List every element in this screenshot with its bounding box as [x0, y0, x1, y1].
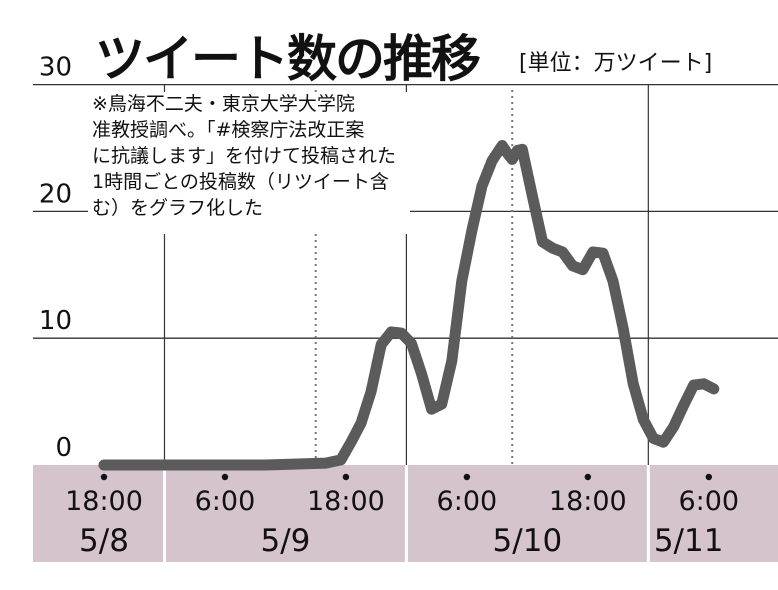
- note-line-1: 准教授調べ。「#検察庁法改正案: [92, 119, 364, 141]
- x-tick-mark-2: [342, 473, 350, 481]
- date-label-5-11: 5/11: [654, 523, 724, 559]
- y-tick-label-0: 0: [55, 433, 72, 463]
- chart-title: ツイート数の推移: [95, 30, 480, 88]
- x-tick-label-2: 18:00: [307, 486, 385, 517]
- x-tick-mark-4: [584, 473, 592, 481]
- x-tick-label-1: 6:00: [195, 486, 256, 517]
- x-tick-label-5: 6:00: [678, 486, 739, 517]
- x-tick-mark-5: [705, 473, 712, 481]
- x-tick-mark-3: [463, 473, 471, 481]
- y-tick-label-30: 30: [39, 53, 72, 83]
- date-label-5-8: 5/8: [79, 523, 129, 559]
- x-tick-label-3: 6:00: [437, 486, 498, 517]
- note-line-0: ※鳥海不二夫・東京大学大学院: [92, 93, 355, 115]
- note-line-2: に抗議します」を付けて投稿された: [92, 145, 396, 167]
- x-tick-label-0: 18:00: [65, 486, 143, 517]
- date-label-5-10: 5/10: [493, 523, 563, 559]
- x-tick-mark-1: [221, 473, 229, 481]
- note-line-4: む）をグラフ化した: [92, 197, 263, 219]
- source-note: ※鳥海不二夫・東京大学大学院准教授調べ。「#検察庁法改正案に抗議します」を付けて…: [88, 92, 410, 234]
- y-tick-label-20: 20: [39, 179, 72, 209]
- x-tick-label-4: 18:00: [549, 486, 627, 517]
- date-label-5-9: 5/9: [260, 523, 310, 559]
- y-tick-labels: 0 10 20 30: [39, 53, 72, 463]
- x-tick-labels: 18:00 6:00 18:00 6:00 18:00 6:00: [65, 473, 739, 517]
- y-tick-label-10: 10: [39, 306, 72, 336]
- note-background: [88, 92, 410, 234]
- x-tick-mark-0: [100, 473, 108, 481]
- dotted-reference-lines: [314, 90, 514, 465]
- chart-unit: [単位：万ツイート]: [519, 51, 712, 76]
- note-line-3: 1時間ごとの投稿数（リツイート含: [92, 171, 389, 193]
- date-labels: 5/8 5/9 5/10 5/11: [79, 523, 723, 559]
- series-line: [98, 140, 720, 471]
- date-band-dividers: [162, 465, 650, 562]
